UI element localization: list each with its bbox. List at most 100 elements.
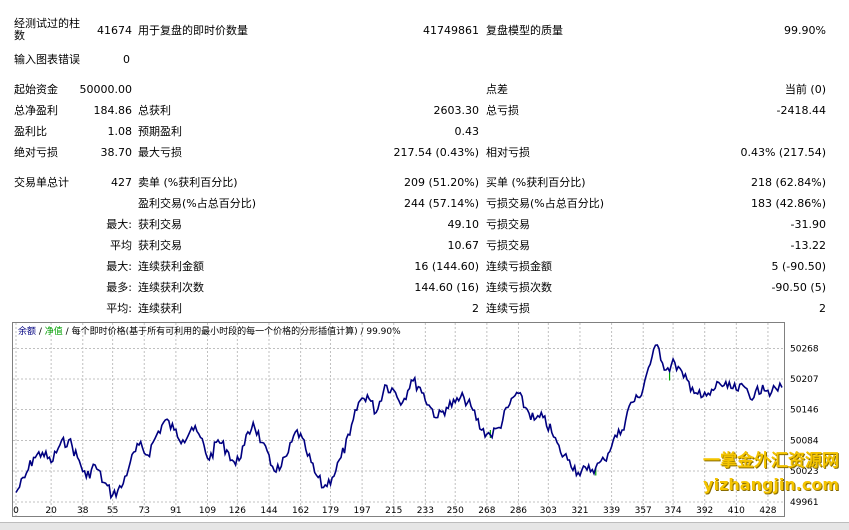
average-label: 平均 — [110, 239, 132, 252]
profit-factor-value: 1.08 — [107, 125, 133, 138]
y-tick-label: 50146 — [790, 406, 819, 416]
x-tick-label: 321 — [571, 506, 588, 516]
x-tick-label: 268 — [478, 506, 495, 516]
avg-consec-wins-value: 2 — [472, 302, 479, 315]
x-tick-label: 179 — [322, 506, 339, 516]
largest-label: 最大: — [106, 218, 132, 231]
y-tick-label: 49961 — [790, 498, 819, 508]
legend-ticks-desc: 每个即时价格(基于所有可利用的最小时段的每一个价格的分形插值计算) — [72, 325, 358, 337]
watermark-cn: 一掌金外汇资源网 — [703, 451, 839, 471]
avg-consec-losses-label: 连续亏损 — [486, 302, 530, 315]
gross-profit-value: 2603.30 — [433, 104, 480, 117]
max-consec-loss-value: -90.50 (5) — [771, 281, 826, 294]
x-tick-label: 197 — [354, 506, 371, 516]
max-consec-losses-label: 连续亏损金额 — [486, 260, 552, 273]
y-tick-label: 50023 — [790, 467, 819, 477]
max-drawdown-label: 最大亏损 — [138, 146, 182, 159]
total-trades-label: 交易单总计 — [14, 176, 69, 189]
x-tick-label: 38 — [77, 506, 89, 516]
x-tick-label: 339 — [603, 506, 620, 516]
largest-profit-value: 49.10 — [447, 218, 480, 231]
long-positions-value: 218 (62.84%) — [750, 176, 826, 189]
balance-chart: 余额 / 净值 / 每个即时价格(基于所有可利用的最小时段的每一个价格的分形插值… — [12, 322, 819, 517]
loss-trades-value: 183 (42.86%) — [750, 197, 826, 210]
legend-quality: 99.90% — [366, 327, 401, 337]
x-tick-label: 410 — [728, 506, 745, 516]
largest-loss-value: -31.90 — [790, 218, 826, 231]
x-tick-label: 428 — [759, 506, 776, 516]
y-tick-label: 50268 — [790, 345, 819, 355]
watermark-url: yizhangjin.com — [703, 475, 839, 494]
x-tick-label: 20 — [45, 506, 57, 516]
bars-tested-label: 经测试过的柱 数 — [14, 17, 80, 42]
y-tick-label: 50207 — [790, 375, 819, 385]
net-profit-label: 总净盈利 — [14, 104, 58, 117]
net-profit-value: 184.86 — [93, 104, 133, 117]
x-tick-label: 303 — [540, 506, 557, 516]
x-tick-label: 357 — [635, 506, 652, 516]
avg-profit-label: 获利交易 — [138, 239, 182, 252]
max-consec-label: 最大: — [106, 260, 132, 273]
loss-trades-label: 亏损交易(%占总百分比) — [486, 197, 605, 210]
avg-loss-value: -13.22 — [790, 239, 826, 252]
short-positions-label: 卖单 (%获利百分比) — [138, 176, 238, 189]
legend: 余额 / 净值 / 每个即时价格(基于所有可利用的最小时段的每一个价格的分形插值… — [18, 325, 401, 337]
spread-value: 当前 (0) — [784, 83, 826, 96]
bottom-scrollbar[interactable] — [0, 522, 849, 530]
legend-balance: 余额 — [18, 325, 36, 337]
profit-factor-label: 盈利比 — [14, 125, 47, 138]
max-consec-profit-label: 连续获利次数 — [138, 281, 204, 294]
x-tick-label: 0 — [13, 506, 19, 516]
spread-label: 点差 — [486, 83, 508, 96]
max-consec-losses-value: 5 (-90.50) — [771, 260, 826, 273]
x-tick-label: 250 — [447, 506, 464, 516]
y-axis: 49961 50023 50084 50146 50207 50268 — [790, 345, 819, 509]
long-positions-label: 买单 (%获利百分比) — [486, 176, 586, 189]
x-tick-label: 109 — [199, 506, 216, 516]
legend-separator-3: / — [358, 327, 367, 337]
quality-label: 复盘模型的质量 — [486, 24, 563, 37]
initial-deposit-value: 50000.00 — [79, 83, 133, 96]
avg-consec-losses-value: 2 — [819, 302, 826, 315]
legend-equity: 净值 — [45, 325, 63, 337]
y-tick-label: 50084 — [790, 437, 819, 447]
x-tick-label: 286 — [510, 506, 527, 516]
rel-drawdown-label: 相对亏损 — [486, 146, 530, 159]
expected-payoff-label: 预期盈利 — [138, 125, 182, 138]
bars-tested-value: 41674 — [97, 24, 132, 37]
quality-value: 99.90% — [784, 24, 826, 37]
x-tick-label: 144 — [260, 506, 277, 516]
max-consec-loss-label: 连续亏损次数 — [486, 281, 552, 294]
x-tick-label: 374 — [664, 506, 681, 516]
rel-drawdown-value: 0.43% (217.54) — [740, 146, 826, 159]
short-positions-value: 209 (51.20%) — [403, 176, 479, 189]
avg-loss-label: 亏损交易 — [486, 239, 530, 252]
ticks-value: 41749861 — [423, 24, 479, 37]
max-drawdown-value: 217.54 (0.43%) — [393, 146, 479, 159]
profit-trades-value: 244 (57.14%) — [403, 197, 479, 210]
most-label: 最多: — [106, 281, 132, 294]
x-tick-label: 91 — [170, 506, 181, 516]
legend-separator-1: / — [36, 327, 45, 337]
balance-line — [15, 344, 783, 500]
largest-loss-label: 亏损交易 — [486, 218, 530, 231]
errors-value: 0 — [123, 53, 130, 66]
total-trades-value: 427 — [111, 176, 132, 189]
gross-loss-label: 总亏损 — [486, 104, 519, 117]
x-tick-label: 126 — [229, 506, 246, 516]
avg-profit-value: 10.67 — [447, 239, 480, 252]
x-tick-label: 162 — [292, 506, 309, 516]
gross-profit-label: 总获利 — [138, 104, 171, 117]
max-consec-wins-value: 16 (144.60) — [414, 260, 479, 273]
gross-loss-value: -2418.44 — [776, 104, 826, 117]
profit-trades-label: 盈利交易(%占总百分比) — [138, 197, 257, 210]
clipped-header-row — [0, 0, 849, 5]
x-tick-label: 392 — [696, 506, 713, 516]
plot-frame — [12, 322, 785, 517]
max-consec-wins-label: 连续获利金额 — [138, 260, 204, 273]
errors-label: 输入图表错误 — [14, 53, 80, 66]
abs-drawdown-value: 38.70 — [100, 146, 133, 159]
abs-drawdown-label: 绝对亏损 — [14, 146, 58, 159]
x-tick-label: 55 — [107, 506, 118, 516]
max-consec-profit-value: 144.60 (16) — [414, 281, 479, 294]
